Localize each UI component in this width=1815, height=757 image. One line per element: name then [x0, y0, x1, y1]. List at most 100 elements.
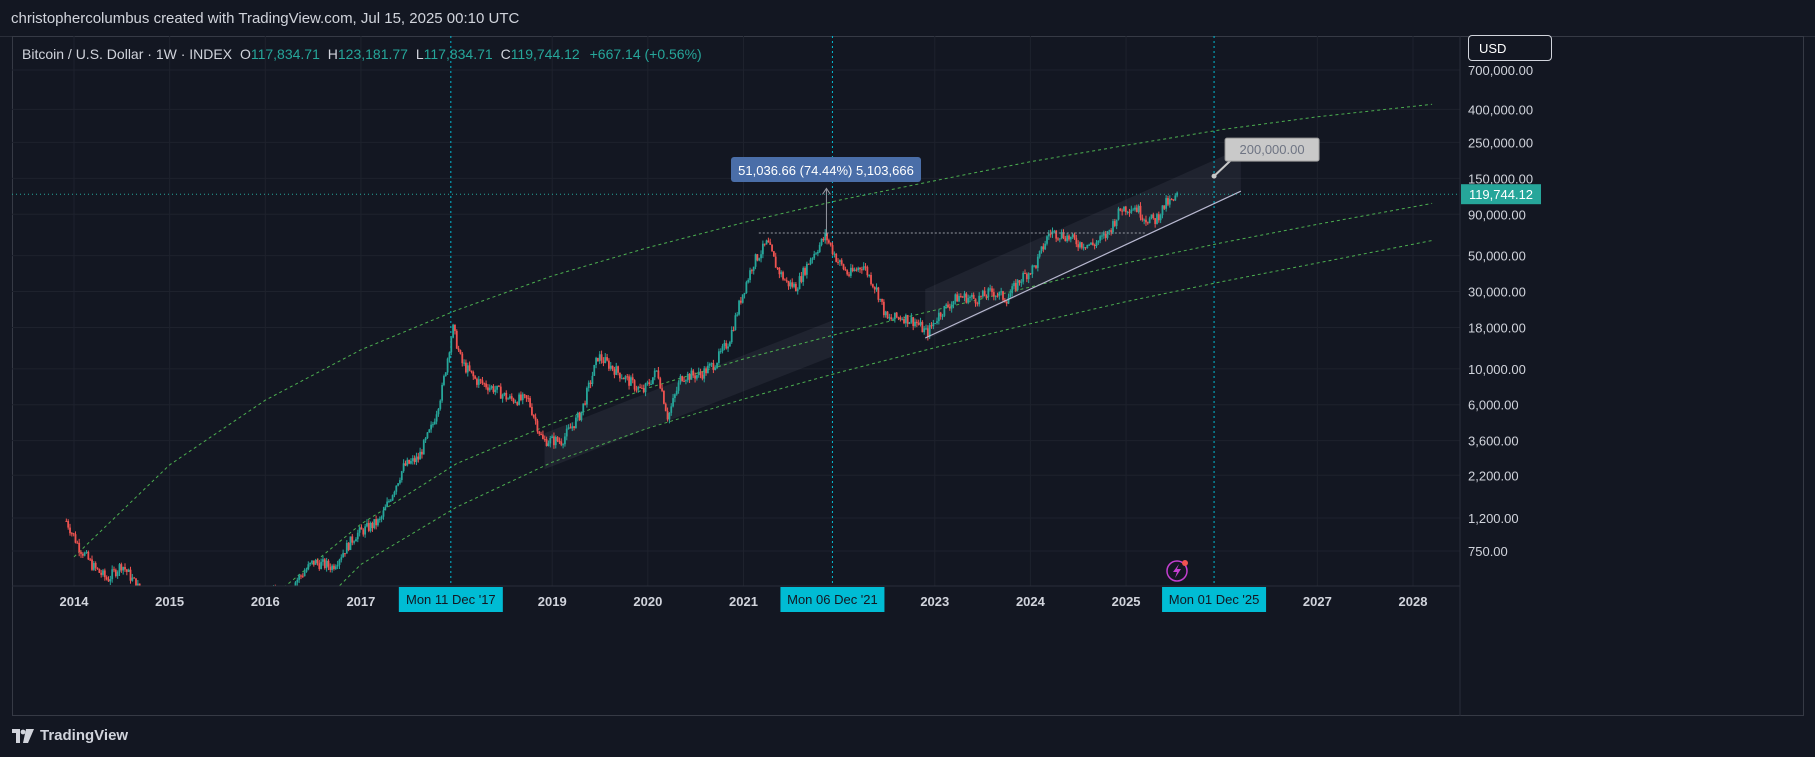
candle-body	[135, 578, 137, 586]
candle-body	[485, 383, 488, 388]
candle-body	[769, 242, 772, 245]
candle-body	[1139, 205, 1142, 218]
candle-body	[734, 315, 737, 331]
candle-body	[74, 534, 77, 543]
candle-body	[609, 365, 612, 369]
candle-body	[664, 403, 667, 412]
candle-body	[708, 363, 711, 366]
candle-body	[996, 295, 999, 297]
candle-body	[826, 233, 828, 241]
candle-body	[1150, 214, 1153, 219]
price-tick-label: 90,000.00	[1468, 207, 1526, 222]
tradingview-brand[interactable]: TradingView	[12, 727, 128, 744]
candle-body	[543, 439, 546, 441]
candle-body	[587, 382, 590, 389]
chart-frame[interactable]	[12, 36, 1804, 716]
candle-body	[875, 287, 878, 290]
candle-body	[98, 568, 101, 573]
candle-body	[1163, 205, 1166, 209]
candle-body	[510, 396, 513, 399]
high-label: H	[327, 46, 338, 62]
candle-body	[899, 317, 902, 320]
target-callout	[1224, 137, 1320, 162]
candle-body	[181, 628, 183, 631]
currency-button[interactable]: USD	[1468, 35, 1552, 61]
candle-body	[168, 614, 170, 617]
candle-body	[67, 521, 70, 528]
candle-body	[382, 510, 385, 517]
candle-body	[243, 606, 245, 610]
candle-body	[205, 633, 207, 634]
candle-body	[969, 296, 971, 298]
candle-body	[505, 392, 508, 400]
time-tick-label: 2028	[1399, 594, 1428, 609]
candle-body	[967, 297, 970, 303]
candle-body	[212, 632, 214, 633]
candle-body	[496, 385, 499, 390]
candle-body	[296, 579, 299, 583]
candle-body	[723, 343, 726, 347]
candle-body	[787, 280, 790, 287]
candle-body	[225, 618, 227, 626]
candle-body	[642, 387, 645, 393]
candle-body	[1146, 222, 1149, 224]
candle-body	[459, 350, 462, 354]
band-curve	[284, 202, 1433, 586]
candle-body	[219, 620, 221, 625]
candle-body	[895, 312, 898, 318]
candles	[65, 191, 1179, 636]
candle-body	[739, 300, 742, 303]
candle-body	[1148, 218, 1151, 224]
time-tick-label: 2014	[60, 594, 90, 609]
candle-body	[672, 398, 674, 407]
candle-body	[809, 259, 812, 265]
candle-body	[386, 501, 389, 507]
candle-body	[314, 560, 317, 565]
candle-body	[293, 588, 295, 590]
candle-body	[584, 403, 586, 405]
candle-body	[107, 579, 110, 582]
candle-body	[501, 394, 504, 399]
candle-body	[646, 382, 649, 384]
candle-body	[864, 266, 867, 268]
candle-body	[860, 269, 863, 271]
candle-body	[728, 342, 731, 347]
candle-body	[536, 420, 539, 432]
candle-body	[663, 390, 665, 404]
candle-body	[125, 569, 128, 572]
candle-body	[1009, 293, 1012, 298]
candle-body	[582, 403, 585, 412]
candle-body	[840, 260, 843, 265]
candle-body	[538, 431, 541, 434]
candle-body	[666, 411, 669, 420]
price-tick-label: 1,200.00	[1468, 511, 1519, 526]
candle-body	[443, 376, 445, 385]
candle-body	[1137, 205, 1140, 212]
open-label: O	[239, 46, 251, 62]
candle-body	[1066, 235, 1069, 242]
candle-body	[991, 288, 993, 293]
candle-body	[959, 296, 962, 298]
candle-body	[697, 371, 700, 376]
candle-body	[325, 560, 328, 568]
candle-body	[575, 417, 577, 428]
candle-body	[653, 370, 656, 378]
candle-body	[120, 564, 123, 571]
candle-body	[710, 363, 713, 365]
candle-body	[389, 500, 392, 502]
candle-body	[1132, 209, 1135, 211]
candle-body	[558, 441, 561, 443]
candle-body	[617, 366, 619, 373]
time-tick-label: 2023	[920, 594, 949, 609]
candle-body	[652, 377, 654, 384]
candle-body	[1013, 282, 1015, 287]
candle-body	[364, 526, 367, 535]
symbol-name[interactable]: Bitcoin / U.S. Dollar · 1W · INDEX	[22, 46, 233, 62]
candle-body	[201, 632, 203, 636]
candle-body	[567, 427, 570, 429]
candle-body	[714, 367, 717, 370]
candle-body	[1060, 232, 1063, 239]
candle-body	[274, 589, 276, 594]
candle-body	[1101, 235, 1103, 237]
